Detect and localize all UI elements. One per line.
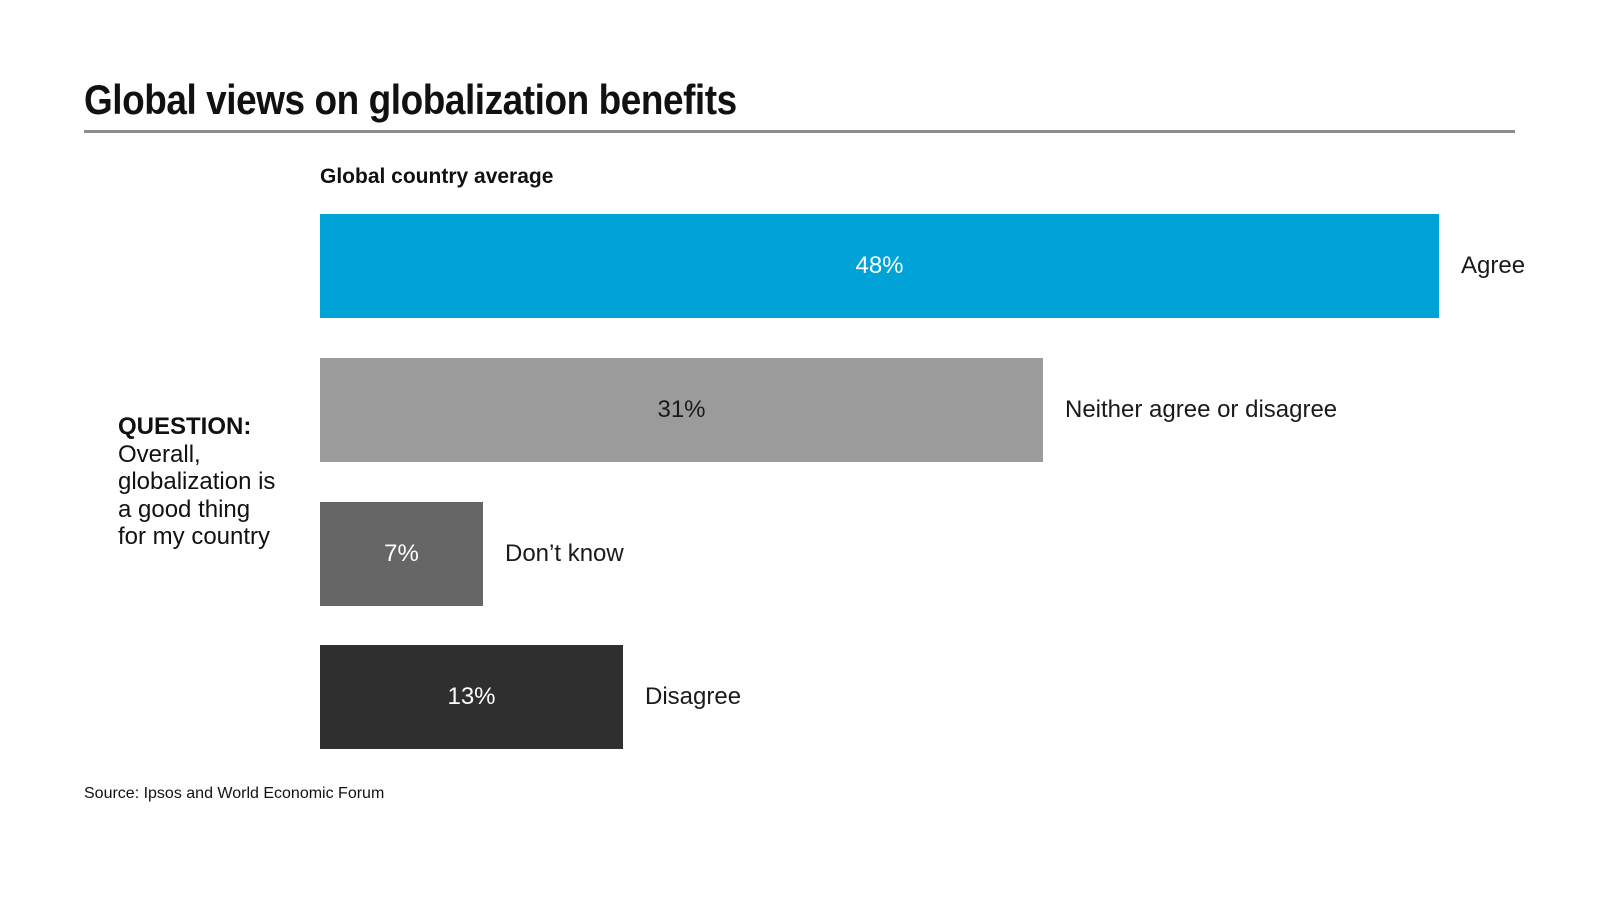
title-divider	[84, 130, 1515, 133]
bar-disagree: 13%	[320, 645, 623, 749]
question-line: Overall,	[118, 440, 201, 468]
bar-label-agree: Agree	[1461, 252, 1526, 279]
bar-row-dontknow: 7% Don’t know	[320, 502, 624, 606]
question-line: a good thing	[118, 495, 251, 523]
bar-value-neither: 31%	[657, 396, 706, 423]
page-title: Global views on globalization benefits	[84, 76, 737, 123]
bar-agree: 48%	[320, 214, 1439, 318]
bar-value-disagree: 13%	[447, 683, 496, 710]
bar-value-agree: 48%	[855, 252, 904, 279]
bar-label-dontknow: Don’t know	[505, 540, 624, 567]
bar-row-neither: 31% Neither agree or disagree	[320, 358, 1337, 462]
source-note: Source: Ipsos and World Economic Forum	[84, 785, 385, 802]
question-line: for my country	[118, 523, 271, 550]
bar-value-dontknow: 7%	[384, 540, 419, 567]
bar-neither: 31%	[320, 358, 1043, 462]
bar-label-disagree: Disagree	[645, 683, 742, 710]
bar-label-neither: Neither agree or disagree	[1065, 396, 1338, 423]
question-heading: QUESTION:	[118, 413, 252, 440]
bar-row-disagree: 13% Disagree	[320, 645, 741, 749]
bar-dontknow: 7%	[320, 502, 483, 606]
question-line: globalization is	[118, 468, 276, 495]
question-block: QUESTION: Overall, globalization is a go…	[118, 413, 308, 551]
chart-subtitle: Global country average	[320, 165, 554, 188]
bar-row-agree: 48% Agree	[320, 214, 1525, 318]
